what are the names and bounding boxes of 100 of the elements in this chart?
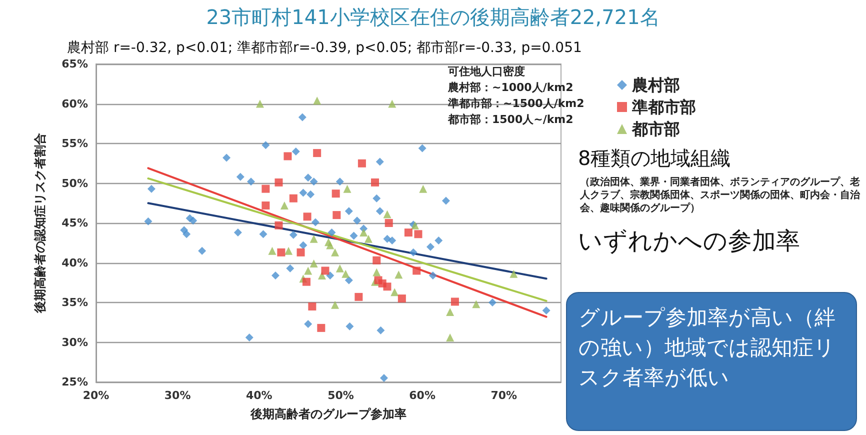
point (376, 326, 385, 334)
point (488, 298, 496, 306)
point (296, 248, 305, 256)
point (298, 113, 306, 122)
legend-label: 準都市部 (631, 98, 696, 116)
x-tick-label: 20% (82, 389, 110, 402)
point (450, 298, 459, 306)
point (299, 241, 308, 250)
y-tick-label: 60% (62, 97, 88, 110)
annotation: 準都市部：~1500人/km2 (447, 97, 584, 110)
point (222, 154, 231, 162)
annotation: 可住地人口密度 (447, 65, 525, 78)
point (446, 308, 454, 316)
point (292, 147, 300, 156)
point (310, 178, 318, 186)
point (388, 236, 396, 244)
point (304, 266, 312, 275)
point (434, 236, 443, 244)
text: （政治団体、業界・同業者団体、ボランティアのグループ、老人クラブ、宗教関係団体、スポーツ関係の団体、町内会・自治会、趣味関係のグループ） (579, 176, 861, 214)
point (364, 234, 372, 243)
point (344, 207, 353, 216)
point (542, 306, 550, 314)
point (182, 230, 191, 238)
x-tick-label: 70% (490, 389, 518, 402)
x-tick-label: 40% (246, 389, 272, 402)
y-tick-label: 35% (62, 296, 88, 309)
point (380, 374, 388, 382)
point (306, 190, 315, 198)
text: グループ参加率が高い（絆の強い）地域では認知症リスク者率が低い (578, 306, 836, 390)
annotation: 都市部：1500人~/km2 (447, 113, 574, 126)
chart-title: 23市町村141小学校区在住の後期高齢者22,721名 (206, 5, 660, 29)
point (383, 210, 392, 218)
legend-label: 都市部 (631, 120, 680, 138)
point (271, 271, 280, 280)
point (428, 271, 437, 280)
x-tick-label: 60% (409, 389, 436, 402)
point (262, 184, 270, 193)
text: 8種類の地域組織 (578, 146, 731, 170)
point (268, 246, 276, 255)
point (326, 241, 334, 250)
point (304, 320, 312, 328)
point (358, 159, 366, 168)
point (353, 216, 362, 225)
point (360, 228, 368, 237)
x-tick-label: 50% (328, 389, 354, 402)
point (311, 218, 320, 226)
point (394, 270, 403, 279)
point (383, 234, 392, 243)
point (388, 100, 396, 108)
point (332, 190, 340, 198)
point (372, 194, 381, 202)
y-tick-label: 30% (62, 336, 88, 349)
point (256, 100, 264, 108)
point (262, 202, 270, 210)
point (198, 246, 206, 255)
point (390, 288, 399, 296)
y-tick-label: 40% (62, 256, 88, 270)
point (299, 188, 308, 197)
point (313, 96, 322, 105)
point (376, 158, 384, 166)
point (310, 234, 318, 243)
point (234, 228, 242, 237)
point (372, 268, 381, 276)
point (280, 202, 288, 210)
legend-label: 農村部 (631, 76, 680, 94)
point (147, 184, 156, 193)
point (304, 174, 312, 182)
point (274, 178, 283, 186)
text: いずれかへの参加率 (578, 227, 800, 255)
point (189, 216, 198, 225)
point (354, 292, 363, 301)
point (336, 178, 344, 186)
point (236, 172, 244, 181)
point (426, 242, 434, 251)
y-tick-label: 25% (62, 376, 88, 388)
point (321, 266, 330, 275)
point (446, 333, 454, 342)
point (442, 196, 450, 205)
point (343, 184, 352, 193)
chart-subtitle: 農村部 r=-0.32, p<0.01; 準都市部r=-0.39, p<0.05; 都市部r=-0.33, p=0.051 (67, 40, 582, 56)
point (308, 302, 316, 310)
y-axis-title: 後期高齢者の認知症リスク者割合 (33, 132, 47, 314)
point (144, 217, 152, 226)
point (404, 228, 412, 237)
y-tick-label: 55% (62, 137, 88, 150)
point (350, 232, 358, 240)
point (286, 264, 294, 272)
point (331, 300, 340, 309)
point (289, 230, 298, 239)
point (259, 230, 268, 238)
point (313, 149, 322, 158)
point (384, 219, 393, 227)
point (414, 230, 422, 238)
x-tick-label: 30% (164, 389, 191, 402)
point (274, 221, 283, 230)
point (346, 322, 354, 330)
point (472, 300, 480, 308)
point (371, 178, 379, 186)
point (331, 248, 340, 256)
annotation: 農村部：~1000人/km2 (447, 81, 574, 94)
